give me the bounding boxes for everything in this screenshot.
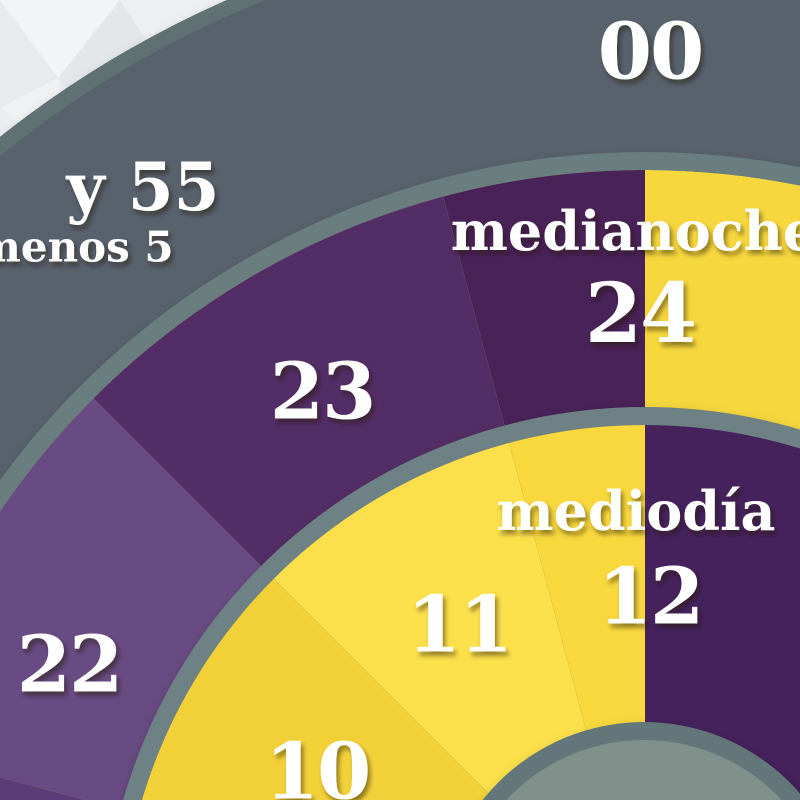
minute-labels: 00 y 55 menos 5 — [0, 7, 704, 272]
center-hub — [482, 722, 800, 800]
hour-label-24: 24 — [585, 266, 695, 362]
sector-10 — [120, 425, 645, 800]
caption-mediodia: mediodía — [496, 479, 775, 543]
hour-label-23: 23 — [270, 347, 375, 438]
facet-triangle — [0, 0, 120, 78]
hour-label-11: 11 — [407, 580, 512, 671]
sector-12 — [256, 425, 645, 800]
hour-label-12: 12 — [598, 552, 703, 643]
hub-face — [506, 740, 782, 800]
hour-label-10: 10 — [265, 727, 370, 800]
inner-ring-labels: mediodía 12 11 10 — [265, 479, 776, 800]
hour-label-22: 22 — [17, 620, 122, 711]
minute-label-y55: y 55 — [65, 148, 219, 226]
minute-label-00: 00 — [598, 7, 703, 98]
caption-medianoche: medianoche — [451, 199, 800, 263]
facet-triangle — [0, 0, 58, 108]
middle-ring-labels: medianoche 24 23 22 — [17, 199, 800, 711]
sector-11 — [120, 425, 645, 800]
minute-label-menos5: menos 5 — [0, 223, 174, 272]
